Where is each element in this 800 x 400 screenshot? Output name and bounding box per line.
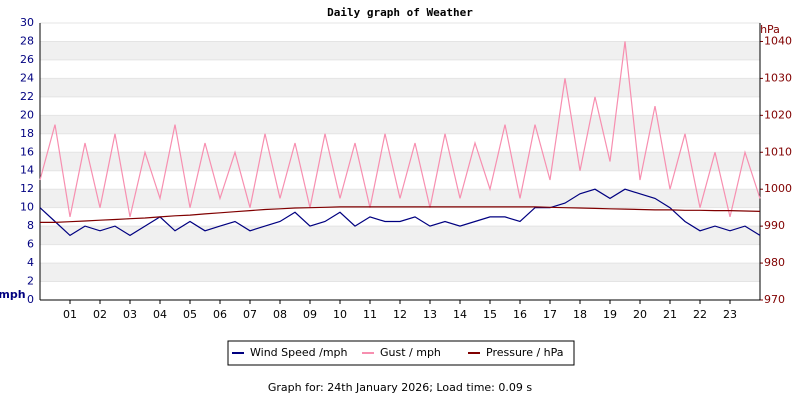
x-tick-label: 20 xyxy=(633,308,647,321)
x-tick-label: 06 xyxy=(213,308,227,321)
grid-band xyxy=(40,263,760,282)
y-tick-label: 22 xyxy=(20,90,34,103)
y2-tick-label: 970 xyxy=(764,293,785,306)
x-tick-label: 22 xyxy=(693,308,707,321)
y2-tick-label: 1040 xyxy=(764,34,792,47)
grid-band xyxy=(40,226,760,245)
x-tick-label: 21 xyxy=(663,308,677,321)
y-tick-label: 6 xyxy=(27,238,34,251)
y-tick-label: 4 xyxy=(27,256,34,269)
y-tick-label: 14 xyxy=(20,164,34,177)
y-tick-label: 20 xyxy=(20,108,34,121)
series-line xyxy=(39,41,761,218)
y2-tick-label: 1000 xyxy=(764,182,792,195)
x-tick-label: 03 xyxy=(123,308,137,321)
legend-label: Gust / mph xyxy=(380,346,441,359)
grid-band xyxy=(40,78,760,97)
x-tick-label: 09 xyxy=(303,308,317,321)
y2-tick-label: 1030 xyxy=(764,71,792,84)
x-tick-label: 10 xyxy=(333,308,347,321)
y2-tick-label: 990 xyxy=(764,219,785,232)
y-tick-label: 10 xyxy=(20,201,34,214)
x-tick-label: 08 xyxy=(273,308,287,321)
y-tick-label: 30 xyxy=(20,16,34,29)
x-tick-label: 23 xyxy=(723,308,737,321)
x-tick-label: 07 xyxy=(243,308,257,321)
series-line xyxy=(40,206,761,223)
x-tick-label: 15 xyxy=(483,308,497,321)
y-tick-label: 24 xyxy=(20,71,34,84)
y-tick-label: 26 xyxy=(20,53,34,66)
y-tick-label: 0 xyxy=(27,293,34,306)
legend-label: Pressure / hPa xyxy=(486,346,564,359)
legend-label: Wind Speed /mph xyxy=(250,346,348,359)
x-tick-label: 12 xyxy=(393,308,407,321)
grid-band xyxy=(40,41,760,60)
y-tick-label: 12 xyxy=(20,182,34,195)
x-tick-label: 19 xyxy=(603,308,617,321)
y-tick-label: 18 xyxy=(20,127,34,140)
x-tick-label: 14 xyxy=(453,308,467,321)
x-tick-label: 01 xyxy=(63,308,77,321)
x-tick-label: 16 xyxy=(513,308,527,321)
y-tick-label: 8 xyxy=(27,219,34,232)
x-tick-label: 05 xyxy=(183,308,197,321)
x-tick-label: 17 xyxy=(543,308,557,321)
y-tick-label: 2 xyxy=(27,275,34,288)
x-tick-label: 04 xyxy=(153,308,167,321)
chart-title: Daily graph of Weather xyxy=(327,6,473,19)
y-tick-label: 16 xyxy=(20,145,34,158)
x-tick-label: 13 xyxy=(423,308,437,321)
x-tick-label: 18 xyxy=(573,308,587,321)
grid-band xyxy=(40,152,760,171)
y2-tick-label: 980 xyxy=(764,256,785,269)
y-axis-label: mph xyxy=(0,288,26,301)
y-tick-label: 28 xyxy=(20,34,34,47)
y2-tick-label: 1010 xyxy=(764,145,792,158)
x-tick-label: 02 xyxy=(93,308,107,321)
y2-tick-label: 1020 xyxy=(764,108,792,121)
x-tick-label: 11 xyxy=(363,308,377,321)
y2-axis-label: hPa xyxy=(760,23,780,36)
grid-band xyxy=(40,115,760,134)
footer: Graph for: 24th January 2026; Load time:… xyxy=(268,381,532,394)
legend-box xyxy=(227,340,575,366)
